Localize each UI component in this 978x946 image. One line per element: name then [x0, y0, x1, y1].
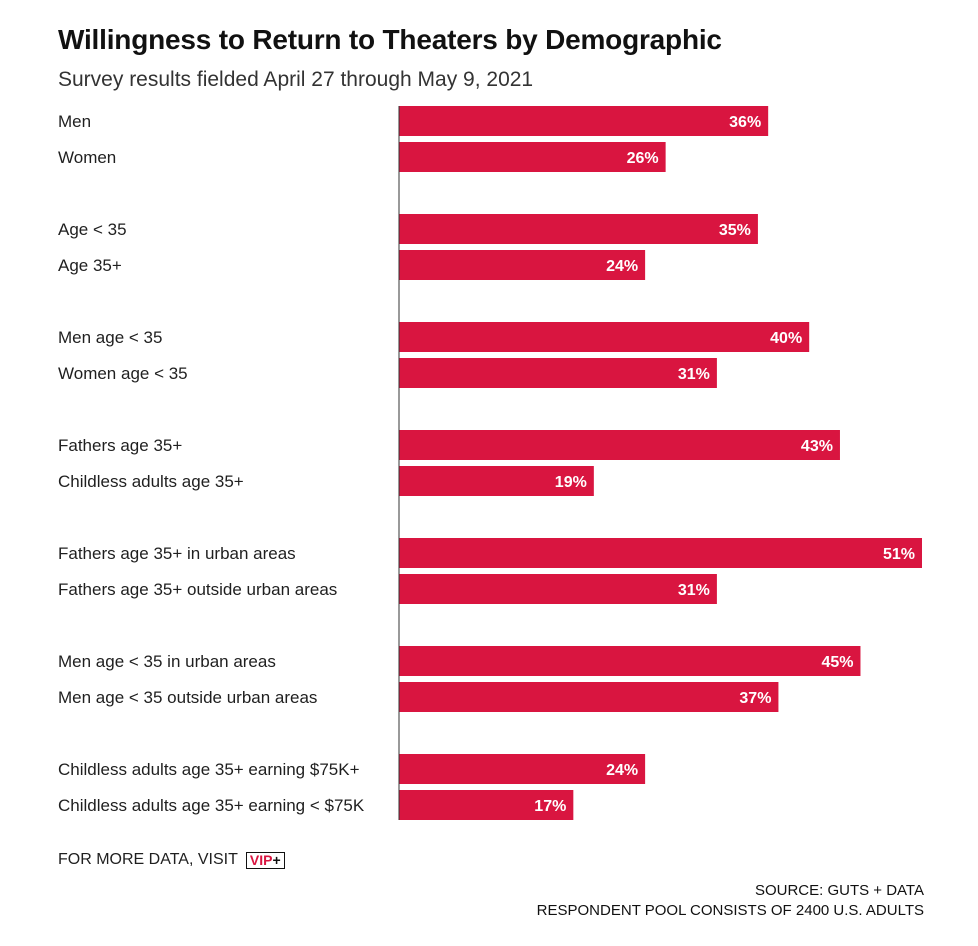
- value-label-women: 26%: [627, 150, 659, 167]
- category-label-fathers-age-35-in-urban-areas: Fathers age 35+ in urban areas: [58, 544, 296, 563]
- bar-men-age-35: [399, 322, 810, 352]
- bar-childless-adults-age-35: [399, 466, 594, 496]
- category-label-childless-adults-age-35-earning-75k: Childless adults age 35+ earning $75K+: [58, 760, 360, 779]
- bar-men-age-35-in-urban-areas: [399, 646, 861, 676]
- vip-logo-text: VIP: [249, 851, 273, 868]
- bar-women-age-35: [399, 358, 717, 388]
- value-label-childless-adults-age-35: 19%: [555, 474, 587, 491]
- value-label-fathers-age-35-outside-urban-areas: 31%: [678, 582, 710, 599]
- value-label-women-age-35: 31%: [678, 366, 710, 383]
- vip-logo-plus: +: [272, 851, 281, 868]
- vip-plus-logo[interactable]: VIP+: [245, 851, 285, 869]
- category-label-men: Men: [58, 112, 91, 131]
- value-label-childless-adults-age-35-earning-75k: 24%: [606, 762, 638, 779]
- bar-childless-adults-age-35-earning-75k: [399, 754, 646, 784]
- category-label-men-age-35-outside-urban-areas: Men age < 35 outside urban areas: [58, 688, 317, 707]
- category-label-age-35: Age < 35: [58, 220, 127, 239]
- category-label-childless-adults-age-35-earning-75k: Childless adults age 35+ earning < $75K: [58, 796, 365, 815]
- value-label-men-age-35: 40%: [770, 330, 802, 347]
- category-label-women: Women: [58, 148, 116, 167]
- value-label-childless-adults-age-35-earning-75k: 17%: [534, 798, 566, 815]
- bar-men: [399, 106, 769, 136]
- chart-subtitle: Survey results fielded April 27 through …: [58, 68, 534, 91]
- more-data-text: FOR MORE DATA, VISIT: [58, 851, 238, 868]
- value-label-fathers-age-35: 43%: [801, 438, 833, 455]
- bar-childless-adults-age-35-earning-75k: [399, 790, 574, 820]
- more-data-footer: FOR MORE DATA, VISIT VIP+: [58, 851, 285, 869]
- value-label-men-age-35-in-urban-areas: 45%: [821, 654, 853, 671]
- bar-fathers-age-35: [399, 430, 840, 460]
- bar-age-35: [399, 214, 758, 244]
- source-note: SOURCE: GUTS + DATA RESPONDENT POOL CONS…: [537, 881, 924, 921]
- category-label-age-35: Age 35+: [58, 256, 122, 275]
- value-label-fathers-age-35-in-urban-areas: 51%: [883, 546, 915, 563]
- bar-women: [399, 142, 666, 172]
- category-label-fathers-age-35-outside-urban-areas: Fathers age 35+ outside urban areas: [58, 580, 337, 599]
- category-label-women-age-35: Women age < 35: [58, 364, 188, 383]
- bar-men-age-35-outside-urban-areas: [399, 682, 779, 712]
- value-label-men: 36%: [729, 114, 761, 131]
- bar-fathers-age-35-in-urban-areas: [399, 538, 922, 568]
- value-label-age-35: 24%: [606, 258, 638, 275]
- value-label-men-age-35-outside-urban-areas: 37%: [739, 690, 771, 707]
- value-label-age-35: 35%: [719, 222, 751, 239]
- bar-fathers-age-35-outside-urban-areas: [399, 574, 717, 604]
- category-label-men-age-35-in-urban-areas: Men age < 35 in urban areas: [58, 652, 276, 671]
- category-label-childless-adults-age-35: Childless adults age 35+: [58, 472, 244, 491]
- category-label-fathers-age-35: Fathers age 35+: [58, 436, 182, 455]
- category-label-men-age-35: Men age < 35: [58, 328, 162, 347]
- bar-age-35: [399, 250, 646, 280]
- chart-title: Willingness to Return to Theaters by Dem…: [58, 24, 722, 55]
- source-text: SOURCE: GUTS + DATA: [754, 882, 924, 899]
- respondent-text: RESPONDENT POOL CONSISTS OF 2400 U.S. AD…: [536, 902, 924, 919]
